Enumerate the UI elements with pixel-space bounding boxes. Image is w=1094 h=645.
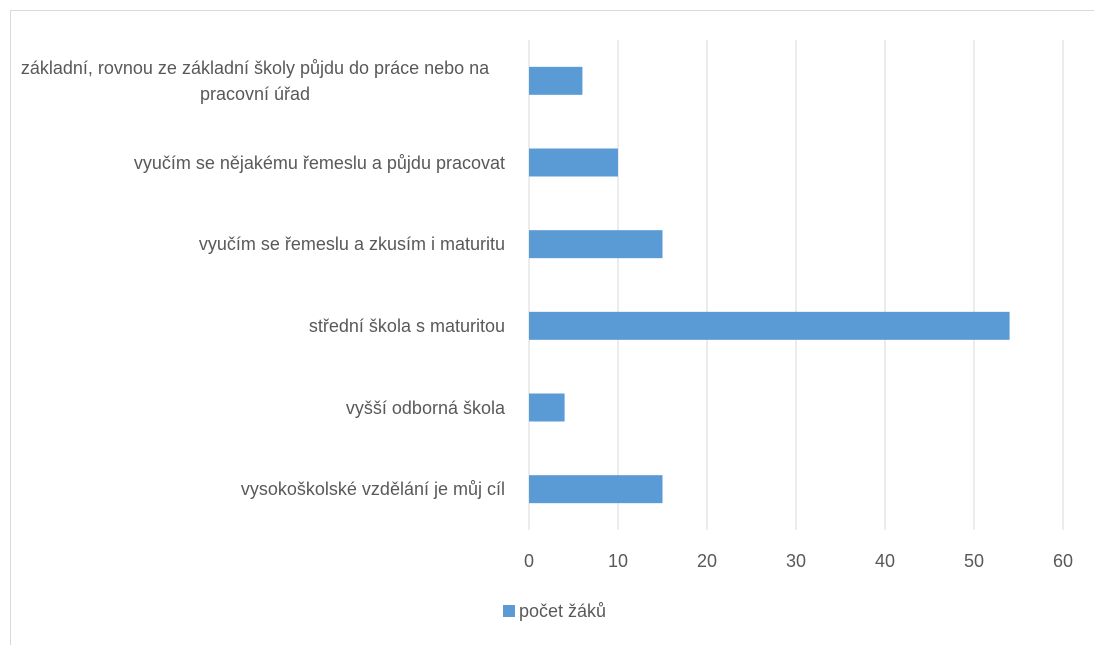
y-tick-label: vyučím se nějakému řemeslu a půjdu praco… (5, 150, 505, 176)
y-tick-text: vyšší odborná škola (345, 397, 505, 418)
bar (529, 475, 663, 504)
y-tick-label: vysokoškolské vzdělání je můj cíl (5, 476, 505, 502)
y-tick-label: střední škola s maturitou (5, 313, 505, 339)
y-tick-label: vyučím se řemeslu a zkusím i maturitu (5, 231, 505, 257)
x-tick-label: 10 (608, 551, 628, 571)
legend-label: počet žáků (519, 601, 606, 621)
x-tick-label: 30 (786, 551, 806, 571)
y-tick-label: základní, rovnou ze základní školy půjdu… (5, 55, 505, 107)
bar (529, 230, 663, 259)
bar (529, 148, 618, 177)
x-tick-label: 60 (1053, 551, 1073, 571)
chart-frame (10, 10, 1094, 645)
y-tick-label: vyšší odborná škola (5, 395, 505, 421)
x-tick-label: 40 (875, 551, 895, 571)
x-tick-label: 50 (964, 551, 984, 571)
y-tick-text: vyučím se řemeslu a zkusím i maturitu (198, 234, 505, 255)
y-tick-text: vysokoškolské vzdělání je můj cíl (240, 479, 505, 500)
y-tick-text: střední škola s maturitou (308, 315, 505, 336)
bar (529, 311, 1010, 340)
x-tick-label: 0 (524, 551, 534, 571)
legend-swatch (503, 605, 515, 617)
x-tick-label: 20 (697, 551, 717, 571)
bar (529, 66, 583, 95)
y-tick-text: základní, rovnou ze základní školy půjdu… (20, 57, 490, 104)
bar (529, 393, 565, 422)
y-tick-text: vyučím se nějakému řemeslu a půjdu praco… (133, 152, 505, 173)
